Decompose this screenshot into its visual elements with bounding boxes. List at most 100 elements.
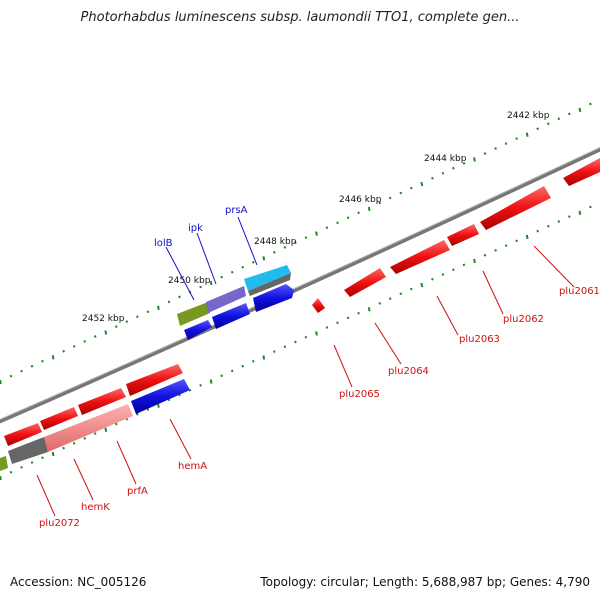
tick-mark	[557, 117, 561, 121]
gene-lolB[interactable]	[177, 302, 210, 326]
tick-mark	[452, 268, 455, 272]
tick-mark	[567, 215, 571, 218]
gene-ipk[interactable]	[206, 286, 246, 313]
gene-prfA[interactable]	[44, 404, 133, 452]
tick-mark	[589, 205, 592, 209]
genome-title: Photorhabdus luminescens subsp. laumondi…	[80, 10, 520, 25]
tick-mark	[315, 331, 318, 336]
label-hemA: hemA	[178, 461, 207, 472]
tick-mark	[504, 142, 508, 145]
label-plu2062: plu2062	[503, 314, 544, 325]
gene-plu2065[interactable]	[312, 298, 325, 313]
tick-mark	[304, 236, 308, 239]
kbp-label-2444: 2444 kbp	[424, 154, 467, 164]
tick-mark	[294, 241, 297, 244]
tick-mark	[409, 287, 413, 291]
gene-plu2061[interactable]	[563, 158, 600, 186]
label-lolB: lolB	[154, 238, 173, 249]
tick-mark	[494, 249, 497, 252]
gene-plu2063[interactable]	[447, 224, 479, 246]
tick-mark	[367, 206, 371, 212]
gene-red-left-3[interactable]	[78, 388, 126, 415]
label-ipk: ipk	[188, 223, 203, 234]
accession-text: Accession: NC_005126	[10, 575, 147, 589]
tick-mark	[357, 311, 360, 315]
tick-mark	[420, 282, 424, 288]
lower-tick-track	[0, 205, 592, 481]
tick-mark	[51, 451, 55, 457]
tick-mark	[357, 211, 360, 215]
gene-fwd-blue-1[interactable]	[184, 320, 212, 340]
gene-plu2072[interactable]	[0, 456, 8, 471]
label-prfA: prfA	[127, 486, 148, 497]
gene-hemK[interactable]	[8, 437, 48, 464]
tick-mark	[93, 432, 97, 435]
tick-mark	[483, 253, 487, 257]
kbp-label-2446: 2446 kbp	[339, 195, 382, 205]
tick-mark	[51, 355, 55, 360]
gene-hemA[interactable]	[131, 379, 190, 414]
tick-mark	[504, 244, 508, 247]
tick-mark	[525, 234, 529, 240]
tick-mark	[114, 325, 118, 328]
label-plu2072: plu2072	[39, 518, 80, 529]
tick-mark	[83, 437, 87, 440]
tick-mark	[272, 350, 276, 353]
tick-mark	[114, 422, 118, 426]
reverse-strand-genes-right	[312, 158, 600, 313]
tick-mark	[220, 275, 224, 279]
tick-mark	[378, 201, 382, 205]
tick-mark	[83, 340, 87, 343]
gene-plu2064b[interactable]	[390, 240, 450, 274]
tick-mark	[9, 374, 13, 378]
tick-mark	[72, 345, 76, 348]
tick-mark	[30, 364, 34, 368]
tick-mark	[294, 340, 297, 344]
tick-mark	[388, 196, 392, 200]
gene-red-left-1[interactable]	[4, 423, 42, 446]
tick-mark	[262, 256, 266, 261]
tick-mark	[209, 280, 213, 286]
tick-mark	[536, 127, 540, 131]
tick-mark	[473, 157, 476, 162]
tick-mark	[557, 220, 561, 223]
tick-mark	[325, 326, 329, 329]
tick-mark	[283, 246, 287, 249]
gene-red-left-4[interactable]	[126, 364, 183, 396]
kbp-label-2450: 2450 kbp	[168, 276, 211, 286]
tick-mark	[388, 297, 392, 300]
tick-mark	[209, 379, 213, 384]
tick-mark	[146, 310, 150, 314]
gene-plu2064[interactable]	[344, 268, 386, 297]
tick-mark	[167, 300, 171, 304]
tick-mark	[251, 359, 255, 363]
tick-mark	[62, 446, 65, 450]
tick-mark	[399, 292, 403, 296]
tick-mark	[473, 258, 476, 264]
tick-mark	[546, 224, 550, 228]
tick-mark	[515, 137, 518, 140]
tick-mark	[136, 412, 139, 416]
reverse-label-lines	[36, 245, 575, 517]
tick-mark	[41, 456, 44, 460]
gene-plu2062[interactable]	[480, 186, 551, 230]
tick-mark	[20, 466, 23, 469]
tick-mark	[567, 112, 571, 116]
tick-mark	[9, 470, 13, 474]
kbp-label-2442: 2442 kbp	[507, 111, 550, 121]
tick-mark	[241, 364, 245, 368]
label-prsA: prsA	[225, 205, 248, 216]
tick-mark	[315, 231, 318, 236]
gene-fwd-blue-3[interactable]	[253, 284, 294, 312]
gene-red-left-2[interactable]	[40, 407, 78, 430]
gene-prsA[interactable]	[244, 265, 291, 291]
tick-mark	[346, 316, 350, 320]
tick-mark	[125, 320, 129, 323]
gene-fwd-blue-2[interactable]	[212, 303, 250, 329]
tick-mark	[346, 216, 350, 220]
tick-mark	[41, 359, 44, 363]
tick-mark	[525, 132, 529, 137]
tick-mark	[399, 191, 403, 195]
tick-mark	[304, 335, 308, 339]
